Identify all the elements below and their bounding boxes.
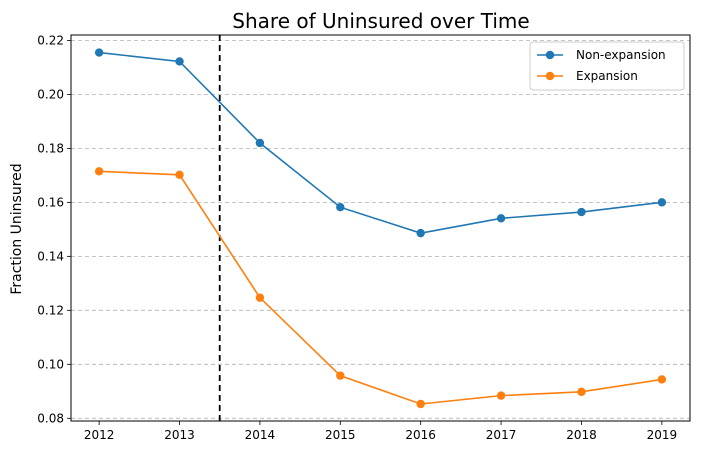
x-tick-label: 2014 xyxy=(245,428,276,442)
y-tick-label: 0.14 xyxy=(37,249,64,263)
x-axis-ticks: 2012 2013 2014 2015 2016 2017 2018 2019 xyxy=(84,421,677,442)
grid-lines xyxy=(71,39,690,419)
data-point xyxy=(657,198,667,207)
y-tick-label: 0.16 xyxy=(37,195,64,209)
legend-marker xyxy=(545,50,555,60)
data-point xyxy=(94,48,104,57)
x-tick-label: 2016 xyxy=(405,428,436,442)
x-tick-label: 2019 xyxy=(647,428,678,442)
legend-box xyxy=(529,41,685,91)
data-point xyxy=(416,228,425,238)
data-point xyxy=(175,57,184,66)
series-line xyxy=(99,170,662,405)
data-point xyxy=(577,387,586,397)
legend-item: Non-expansion xyxy=(537,48,666,62)
data-point xyxy=(496,391,506,400)
data-point xyxy=(175,170,184,180)
data-point xyxy=(336,203,345,212)
y-axis-ticks: 0.08 0.10 0.12 0.14 0.16 0.18 0.20 0.22 xyxy=(37,33,71,425)
data-point xyxy=(336,371,345,380)
data-point xyxy=(255,293,265,302)
legend-item: Expansion xyxy=(537,69,638,83)
chart-title: Share of Uninsured over Time xyxy=(232,9,529,33)
y-axis-label: Fraction Uninsured xyxy=(9,163,25,294)
plot-frame xyxy=(70,34,691,422)
series-line xyxy=(99,51,662,234)
x-tick-label: 2013 xyxy=(164,428,195,442)
x-tick-label: 2017 xyxy=(486,428,517,442)
y-tick-label: 0.10 xyxy=(37,357,64,371)
x-tick-label: 2015 xyxy=(325,428,356,442)
data-point xyxy=(416,399,425,409)
x-tick-label: 2012 xyxy=(84,428,115,442)
data-point xyxy=(577,207,586,217)
y-tick-label: 0.22 xyxy=(37,33,64,47)
data-point xyxy=(255,138,265,148)
data-point xyxy=(94,167,104,176)
x-tick-label: 2018 xyxy=(566,428,597,442)
series-group xyxy=(94,48,667,409)
y-tick-label: 0.18 xyxy=(37,141,64,155)
data-point xyxy=(496,214,506,223)
legend: Non-expansion Expansion xyxy=(529,41,685,91)
y-tick-label: 0.08 xyxy=(37,411,64,425)
legend-label: Expansion xyxy=(576,69,638,83)
y-tick-label: 0.20 xyxy=(37,87,64,101)
legend-marker xyxy=(545,71,555,81)
series-1 xyxy=(94,48,667,238)
data-point xyxy=(657,375,667,384)
series-2 xyxy=(94,167,667,409)
legend-label: Non-expansion xyxy=(576,48,666,62)
y-tick-label: 0.12 xyxy=(37,303,64,317)
